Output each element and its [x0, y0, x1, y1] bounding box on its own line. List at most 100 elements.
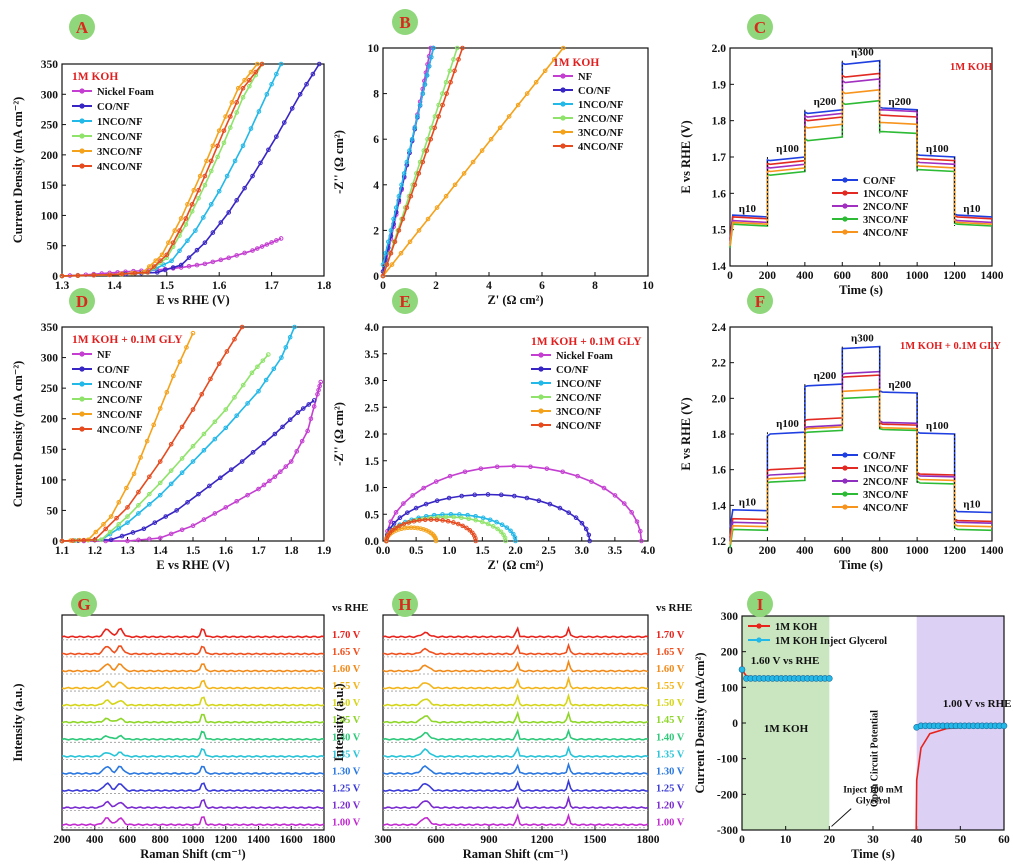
legend-label: 1NCO/NF: [578, 100, 624, 111]
panel-D: 1.1 1.2 1.3 1.4 1.5 1.6 1.7 1.8 1.9 0 50 100 150 200 2…: [11, 322, 331, 572]
legend-label: 4NCO/NF: [863, 228, 909, 239]
data-point: [411, 518, 417, 524]
data-point: [92, 537, 98, 543]
data-point: [308, 416, 314, 422]
series-line: [382, 47, 458, 277]
x-axis-label: Time (s): [839, 283, 883, 297]
y-tick-label: 150: [41, 444, 59, 456]
x-axis-label: Raman Shift (cm⁻¹): [463, 847, 568, 861]
series-line: [61, 326, 243, 542]
panel-C: 0 200 400 600 800 1000 1200 1400 1.4 1.5 1.6 1.7 1.8…: [679, 43, 1004, 297]
data-point: [242, 250, 247, 256]
data-point: [164, 252, 170, 258]
data-point: [130, 530, 136, 535]
data-point: [466, 516, 472, 522]
series-line: [61, 63, 258, 277]
y-tick-label: 100: [41, 210, 59, 222]
data-point: [202, 240, 208, 245]
data-point: [407, 148, 412, 153]
annotation-inject-1: Inject 100 mM: [843, 786, 903, 796]
x-tick-label: 1200: [531, 834, 554, 846]
data-point: [508, 528, 513, 534]
potential-label: 1.50 V: [656, 698, 685, 709]
panel-I: 0 10 20 30 40 50 60 -300 -200 -100 0 100 200 300 Time …: [693, 611, 1012, 861]
data-point: [421, 527, 426, 532]
data-point: [169, 258, 174, 264]
data-point: [234, 498, 239, 504]
data-point: [186, 264, 192, 269]
data-point: [292, 324, 297, 330]
data-point: [405, 510, 410, 515]
data-point: [383, 250, 388, 256]
y-tick-label: 1.7: [712, 152, 727, 164]
x-tick-label: 4.0: [641, 545, 656, 557]
data-point: [490, 524, 496, 529]
data-point: [108, 514, 114, 519]
badge-circle: [69, 288, 95, 314]
x-tick-label: 800: [152, 834, 170, 846]
data-point: [168, 531, 174, 537]
step-label: η10: [963, 203, 981, 215]
data-point: [216, 188, 222, 194]
data-point: [120, 271, 125, 277]
data-point: [261, 440, 267, 446]
data-point: [639, 538, 644, 544]
data-point: [436, 114, 441, 119]
legend-label: CO/NF: [863, 176, 896, 187]
step-label: η100: [776, 143, 799, 155]
legend-label: 2NCO/NF: [863, 477, 909, 488]
data-point: [422, 517, 428, 523]
data-point: [93, 529, 99, 535]
x-tick-label: 800: [871, 545, 889, 557]
series-line: [729, 88, 993, 247]
data-point: [240, 95, 246, 100]
y-tick-label: 3.0: [365, 376, 380, 388]
x-tick-label: 2.0: [508, 545, 523, 557]
data-point: [158, 258, 163, 263]
data-point: [278, 469, 283, 475]
data-point: [242, 185, 247, 191]
potential-label: 1.00 V: [332, 818, 361, 829]
y-axis-label: Intensity (a.u.): [11, 683, 25, 761]
y-axis-label: -Z'' (Ω cm²): [332, 130, 346, 194]
data-point: [124, 485, 129, 491]
data-point: [406, 520, 411, 525]
data-point: [153, 258, 158, 263]
potential-label: 1.50 V: [332, 698, 361, 709]
data-point: [274, 134, 279, 139]
data-point: [157, 492, 163, 498]
data-point: [384, 538, 389, 544]
data-point: [202, 261, 208, 267]
legend-dot: [79, 103, 85, 109]
data-point: [278, 236, 284, 241]
annotation-region-1: 1M KOH: [764, 723, 809, 735]
y-tick-label: -200: [717, 789, 738, 801]
step-label: η200: [888, 96, 911, 108]
data-point: [259, 244, 265, 249]
series-line: [729, 374, 993, 538]
data-point: [264, 242, 270, 247]
data-point: [433, 538, 439, 544]
potential-label: 1.30 V: [656, 766, 685, 777]
data-point: [295, 410, 301, 415]
y-tick-label: 1.5: [365, 456, 380, 468]
data-point: [125, 520, 130, 525]
panel-badge-H: H: [392, 591, 418, 617]
x-tick-label: 0.5: [409, 545, 424, 557]
data-point: [583, 526, 589, 532]
raman-spectrum: [61, 679, 325, 690]
data-point: [305, 428, 310, 434]
data-point: [186, 255, 192, 260]
data-point: [401, 501, 406, 506]
panel-E: 0.0 0.5 1.0 1.5 2.0 2.5 3.0 3.5 4.0 0.0 0.5 1.0 1.5 2…: [332, 322, 655, 572]
data-point: [551, 57, 557, 62]
y-tick-label: 6: [373, 134, 379, 146]
data-point: [494, 519, 499, 525]
data-point: [455, 521, 461, 527]
data-point: [164, 255, 170, 261]
y-tick-label: -300: [717, 825, 738, 837]
y-tick-label: 1.4: [712, 500, 727, 512]
legend-dot: [842, 478, 848, 484]
data-point: [256, 109, 262, 114]
legend-label: 1NCO/NF: [97, 117, 143, 128]
